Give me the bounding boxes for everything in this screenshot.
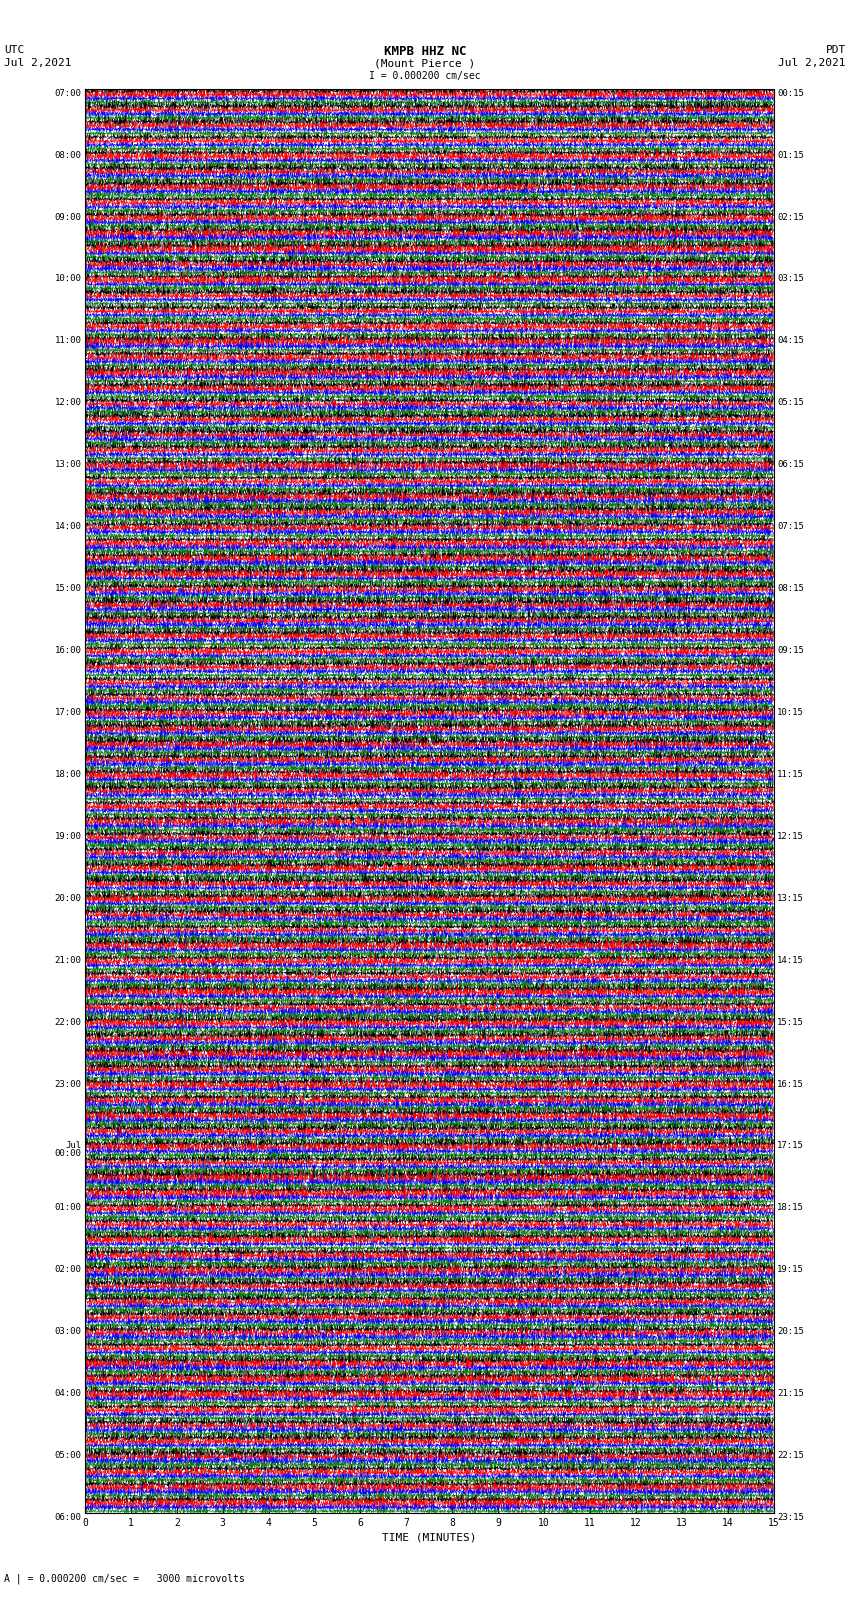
Text: 05:15: 05:15 bbox=[777, 398, 804, 408]
Text: 16:15: 16:15 bbox=[777, 1079, 804, 1089]
Text: 08:15: 08:15 bbox=[777, 584, 804, 594]
Text: 21:15: 21:15 bbox=[777, 1389, 804, 1398]
Text: 23:15: 23:15 bbox=[777, 1513, 804, 1523]
Text: 13:15: 13:15 bbox=[777, 894, 804, 903]
Text: 17:00: 17:00 bbox=[54, 708, 82, 716]
Text: 07:00: 07:00 bbox=[54, 89, 82, 98]
Text: 14:15: 14:15 bbox=[777, 955, 804, 965]
Text: 18:00: 18:00 bbox=[54, 769, 82, 779]
Text: 20:00: 20:00 bbox=[54, 894, 82, 903]
Text: 10:00: 10:00 bbox=[54, 274, 82, 284]
Text: 06:00: 06:00 bbox=[54, 1513, 82, 1523]
Text: A | = 0.000200 cm/sec =   3000 microvolts: A | = 0.000200 cm/sec = 3000 microvolts bbox=[4, 1573, 245, 1584]
Text: 02:15: 02:15 bbox=[777, 213, 804, 221]
Text: 08:00: 08:00 bbox=[54, 150, 82, 160]
Text: 12:15: 12:15 bbox=[777, 832, 804, 840]
Text: 07:15: 07:15 bbox=[777, 523, 804, 531]
Text: 10:15: 10:15 bbox=[777, 708, 804, 716]
Text: 19:15: 19:15 bbox=[777, 1265, 804, 1274]
Text: 15:15: 15:15 bbox=[777, 1018, 804, 1026]
Text: 18:15: 18:15 bbox=[777, 1203, 804, 1213]
Text: Jul 2,2021: Jul 2,2021 bbox=[779, 58, 846, 68]
Text: 21:00: 21:00 bbox=[54, 955, 82, 965]
Text: 22:00: 22:00 bbox=[54, 1018, 82, 1026]
Text: (Mount Pierce ): (Mount Pierce ) bbox=[374, 58, 476, 68]
Text: 05:00: 05:00 bbox=[54, 1452, 82, 1460]
Text: 17:15: 17:15 bbox=[777, 1142, 804, 1150]
Text: 11:00: 11:00 bbox=[54, 337, 82, 345]
Text: 04:15: 04:15 bbox=[777, 337, 804, 345]
Text: 03:00: 03:00 bbox=[54, 1327, 82, 1336]
Text: 00:00: 00:00 bbox=[54, 1148, 82, 1158]
Text: 13:00: 13:00 bbox=[54, 460, 82, 469]
Text: KMPB HHZ NC: KMPB HHZ NC bbox=[383, 45, 467, 58]
Text: 01:00: 01:00 bbox=[54, 1203, 82, 1213]
Text: 09:15: 09:15 bbox=[777, 647, 804, 655]
Text: UTC: UTC bbox=[4, 45, 25, 55]
Text: 14:00: 14:00 bbox=[54, 523, 82, 531]
Text: 19:00: 19:00 bbox=[54, 832, 82, 840]
Text: 16:00: 16:00 bbox=[54, 647, 82, 655]
Text: 11:15: 11:15 bbox=[777, 769, 804, 779]
Text: 01:15: 01:15 bbox=[777, 150, 804, 160]
Text: Jul: Jul bbox=[65, 1142, 82, 1150]
Text: I = 0.000200 cm/sec: I = 0.000200 cm/sec bbox=[369, 71, 481, 81]
Text: 06:15: 06:15 bbox=[777, 460, 804, 469]
Text: 02:00: 02:00 bbox=[54, 1265, 82, 1274]
Text: 03:15: 03:15 bbox=[777, 274, 804, 284]
Text: PDT: PDT bbox=[825, 45, 846, 55]
Text: 22:15: 22:15 bbox=[777, 1452, 804, 1460]
Text: 04:00: 04:00 bbox=[54, 1389, 82, 1398]
Text: 12:00: 12:00 bbox=[54, 398, 82, 408]
Text: Jul 2,2021: Jul 2,2021 bbox=[4, 58, 71, 68]
Text: 20:15: 20:15 bbox=[777, 1327, 804, 1336]
Text: 00:15: 00:15 bbox=[777, 89, 804, 98]
X-axis label: TIME (MINUTES): TIME (MINUTES) bbox=[382, 1532, 477, 1542]
Text: 15:00: 15:00 bbox=[54, 584, 82, 594]
Text: 23:00: 23:00 bbox=[54, 1079, 82, 1089]
Text: 09:00: 09:00 bbox=[54, 213, 82, 221]
